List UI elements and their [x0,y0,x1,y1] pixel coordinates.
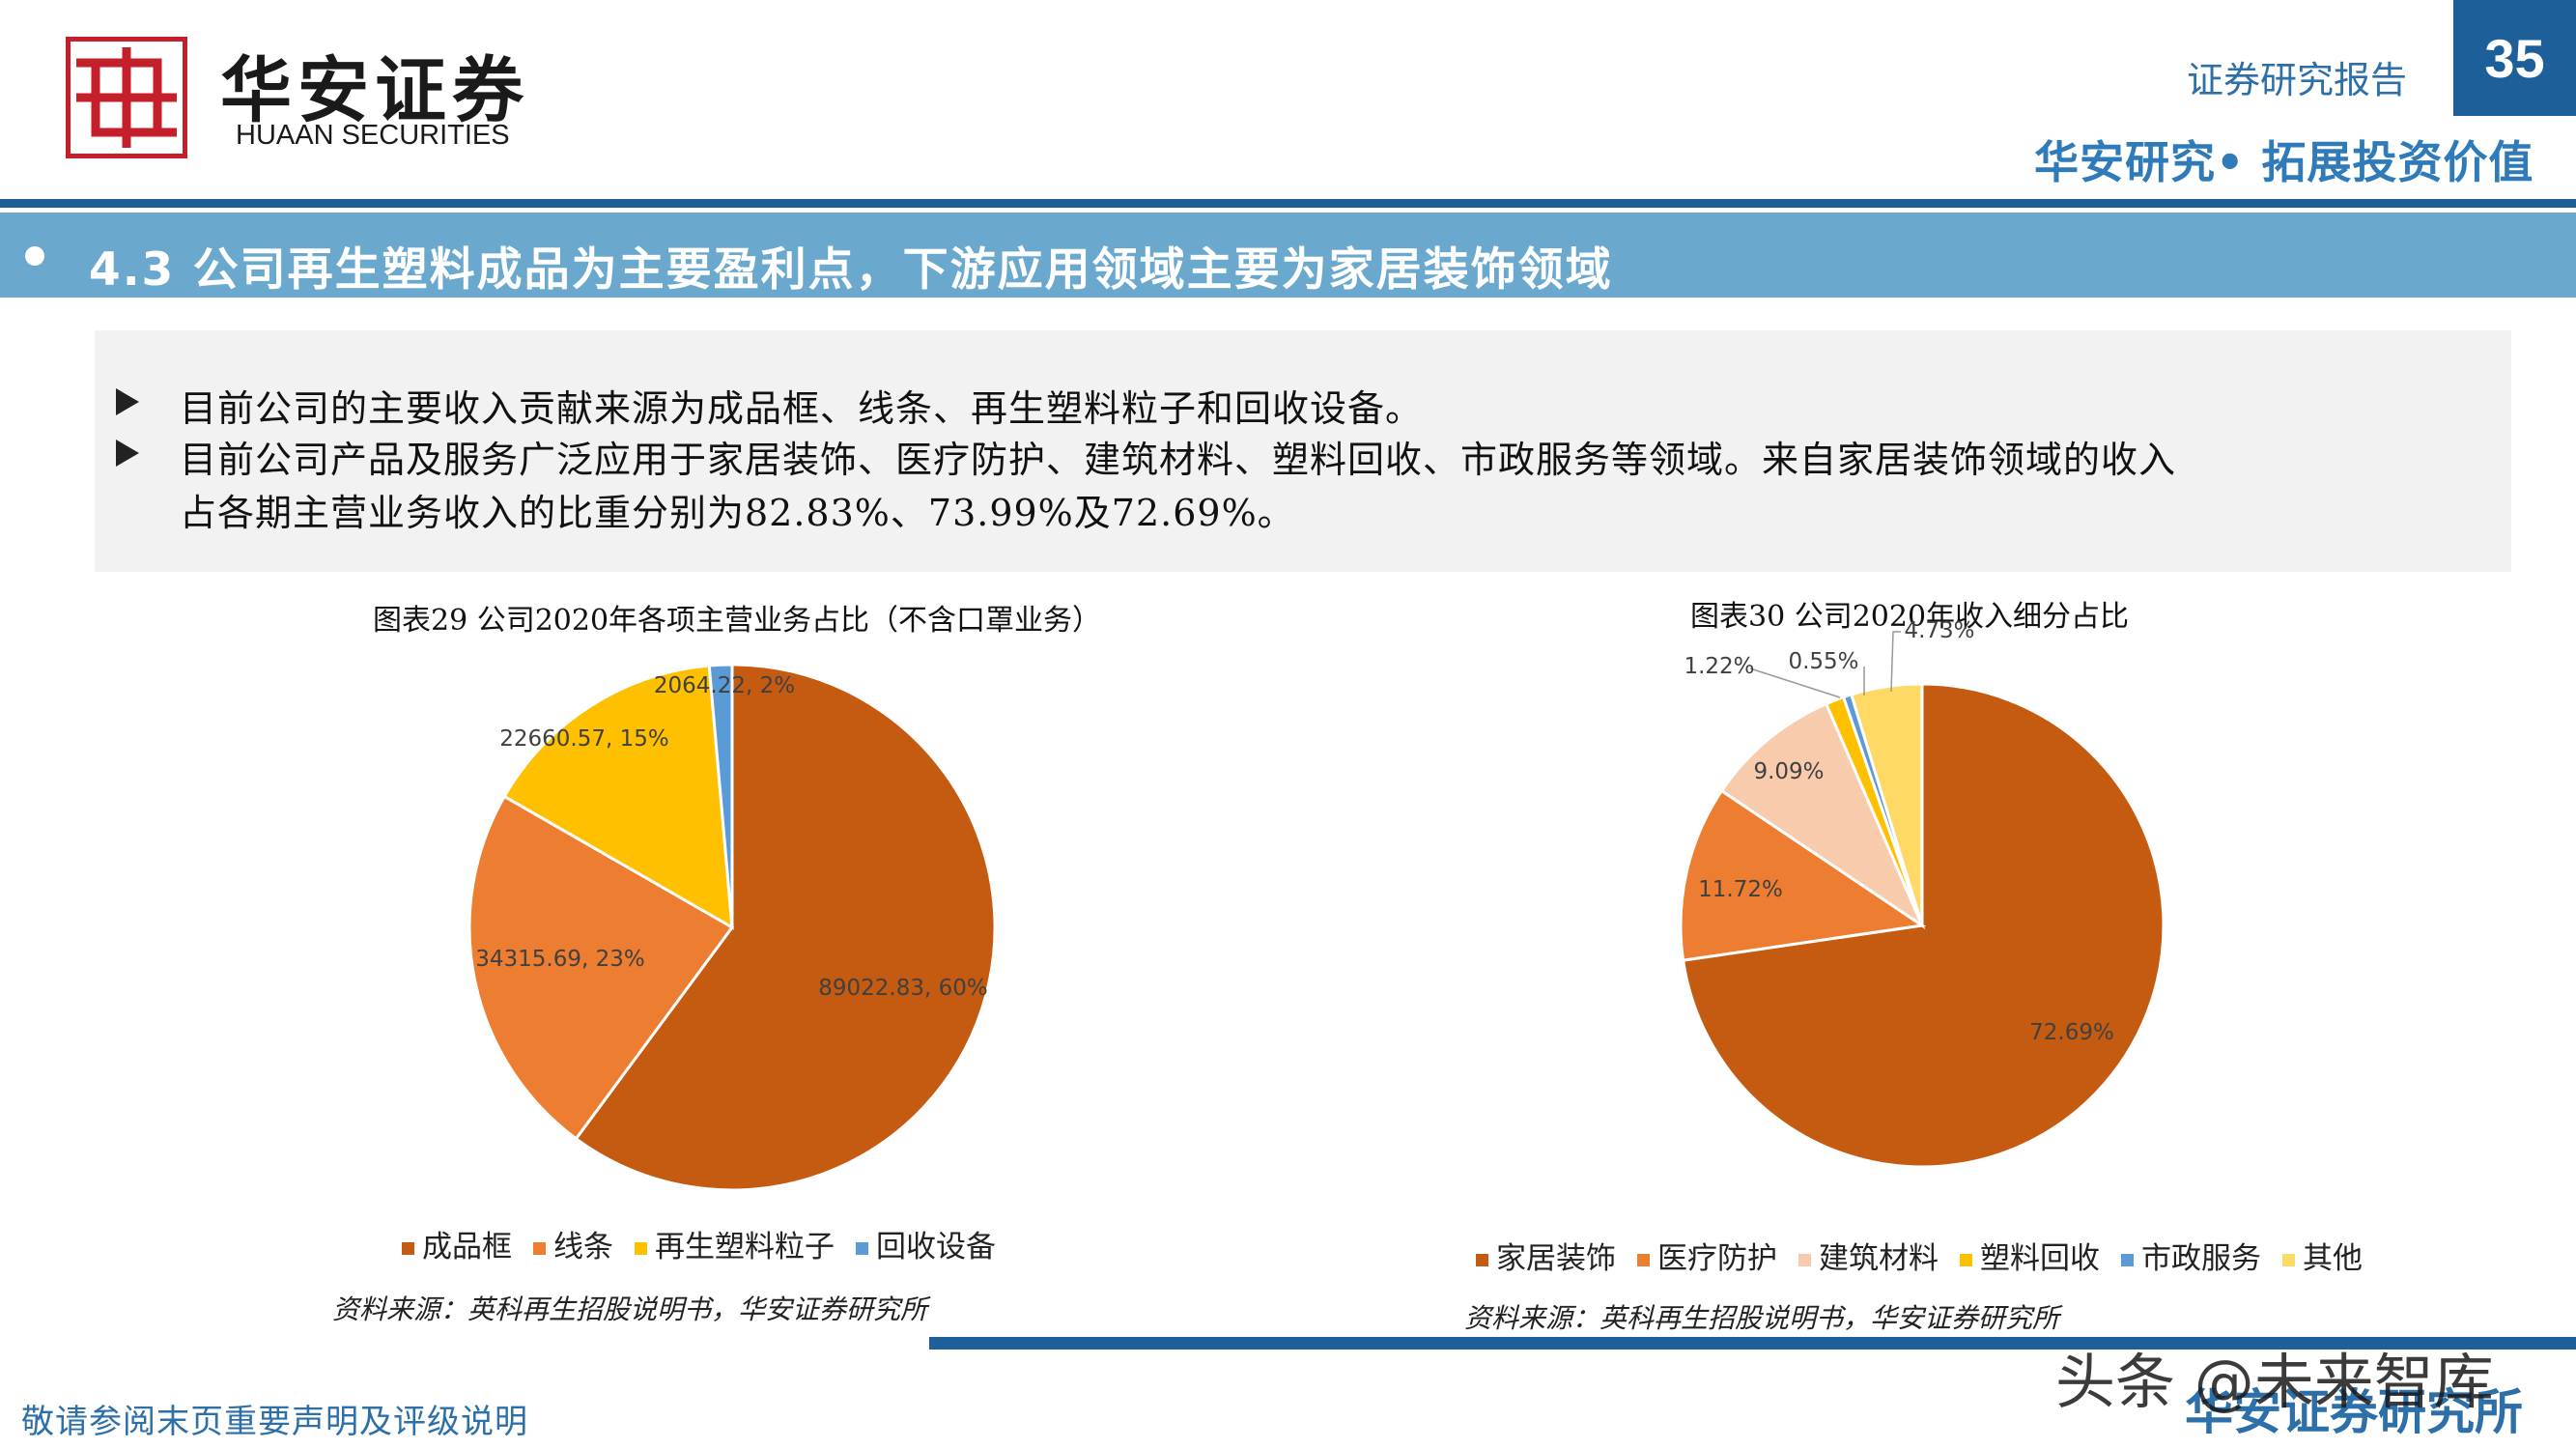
chart-30-legend-swatch [2121,1254,2134,1266]
watermark: 头条 @未来智库 [2055,1347,2494,1417]
chart-30-legend-swatch [1798,1254,1811,1266]
summary-bullet-text: 目前公司产品及服务广泛应用于家居装饰、医疗防护、建筑材料、塑料回收、市政服务等领… [180,439,2177,481]
chart-29-data-label-0: 89022.83, 60% [818,976,988,1001]
chart-30-data-label-3: 1.22% [1684,654,1754,679]
chart-30-legend-swatch [2282,1254,2295,1266]
chart-29-data-label-2: 22660.57, 15% [499,726,669,752]
chart-29-legend-item: 回收设备 [856,1222,996,1265]
chart-29-legend-item: 再生塑料粒子 [635,1222,835,1265]
chart-29-pie: 89022.83, 60% 34315.69, 23% 22660.57, 15% 2… [467,663,997,1192]
chart-29-legend-swatch [402,1242,414,1255]
chart-30-leader-line-3 [1749,668,1841,698]
chart-29-legend-swatch [856,1242,868,1255]
summary-bullet-text: 占各期主营业务收入的比重分别为82.83%、73.99%及72.69%。 [180,492,1295,534]
chart-30-legend-label: 市政服务 [2141,1241,2261,1276]
logo-english-name: HUAAN SECURITIES [236,120,510,151]
chart-30-legend-swatch [1637,1254,1650,1266]
chart-30-legend-item: 建筑材料 [1798,1234,1939,1277]
chart-30-title: 图表30 公司2020年收入细分占比 [1690,600,2130,634]
chart-30-data-label-4: 0.55% [1788,649,1858,674]
chart-30-legend-label: 建筑材料 [1819,1241,1939,1276]
header-slogan: 华安研究• 拓展投资价值 [2034,136,2534,188]
chart-30-legend-label: 医疗防护 [1657,1241,1777,1276]
chart-30-slice-2 [1719,701,1926,930]
chart-30-legend-swatch [1960,1254,1972,1266]
chart-30-legend-item: 医疗防护 [1637,1234,1777,1277]
chart-30-legend: 家居装饰 医疗防护 建筑材料 塑料回收 市政服务 其他 [1476,1234,2384,1277]
chart-29-title: 图表29 公司2020年各项主营业务占比（不含口罩业务） [373,604,1102,638]
chart-29-legend-swatch [533,1242,546,1255]
section-bullet-icon [25,246,44,266]
header-divider [0,199,2576,208]
chart-30-legend-label: 塑料回收 [1980,1241,2100,1276]
chart-30-data-label-0: 72.69% [2029,1020,2114,1045]
chart-30-slice-1 [1679,788,1927,962]
chart-29-legend: 成品框 线条 再生塑料粒子 回收设备 [402,1222,1017,1265]
chart-30-data-label-1: 11.72% [1698,877,1783,902]
chart-29-legend-item: 线条 [533,1222,613,1265]
chart-30-legend-item: 家居装饰 [1476,1234,1616,1277]
chart-30-legend-item: 塑料回收 [1960,1234,2100,1277]
logo-chinese-name: 华安证券 [220,49,529,132]
arrow-bullet-icon [116,388,139,415]
footer-divider [929,1337,2576,1350]
chart-29-slice-2 [502,664,734,930]
chart-29-data-label-1: 34315.69, 23% [475,947,645,972]
section-title-bar [0,213,2576,298]
chart-29-slice-3 [707,663,734,928]
chart-29-source: 资料来源：英科再生招股说明书，华安证券研究所 [332,1293,928,1325]
chart-29-legend-label: 成品框 [422,1230,512,1264]
summary-bullet-text: 目前公司的主要收入贡献来源为成品框、线条、再生塑料粒子和回收设备。 [180,387,1424,430]
chart-30-data-label-2: 9.09% [1753,759,1824,784]
chart-29-legend-item: 成品框 [402,1222,512,1265]
report-type-label: 证券研究报告 [2187,59,2408,101]
chart-29-slice-1 [467,794,735,1141]
chart-29-legend-label: 回收设备 [876,1230,996,1264]
footer-disclaimer: 敬请参阅末页重要声明及评级说明 [21,1403,528,1441]
chart-29-legend-label: 线条 [553,1230,613,1264]
chart-30-pie: 72.69% 11.72% 9.09% 1.22% 0.55% 4.73% [1679,618,2166,1169]
chart-30-legend-item: 其他 [2282,1234,2363,1277]
chart-29-slice-0 [574,663,997,1192]
summary-box [95,330,2511,572]
chart-30-leader-line-5 [1890,631,1901,693]
chart-30-legend-item: 市政服务 [2121,1234,2261,1277]
chart-29-data-label-3: 2064.22, 2% [654,673,795,698]
footer-organization: 华安证券研究所 [2185,1384,2523,1440]
company-logo-mark [66,37,187,158]
page-number-badge: 35 [2453,0,2576,116]
arrow-bullet-icon [116,440,139,467]
chart-30-legend-swatch [1476,1254,1488,1266]
chart-30-legend-label: 其他 [2303,1241,2363,1276]
chart-30-source: 资料来源：英科再生招股说明书，华安证券研究所 [1464,1302,2060,1334]
page-number: 35 [2484,28,2545,89]
chart-29-legend-label: 再生塑料粒子 [655,1230,835,1264]
chart-30-slice-5 [1849,682,1924,926]
chart-30-data-label-5: 4.73% [1904,618,1974,643]
chart-29-legend-swatch [635,1242,647,1255]
section-title: 4.3 公司再生塑料成品为主要盈利点，下游应用领域主要为家居装饰领域 [89,243,1613,297]
chart-30-legend-label: 家居装饰 [1496,1241,1616,1276]
